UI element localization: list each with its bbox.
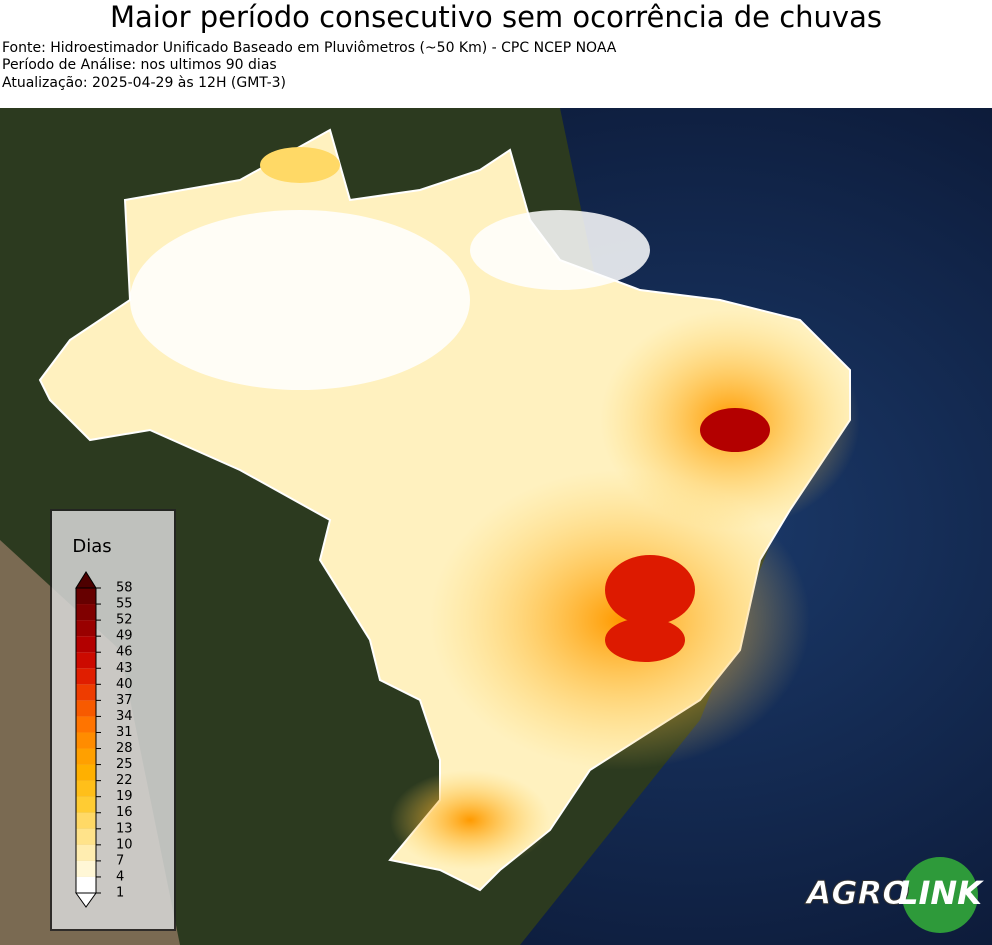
- colorbar-tick-label: 52: [116, 613, 133, 628]
- colorbar-segment: [76, 876, 96, 893]
- colorbar-tick-label: 34: [116, 709, 133, 724]
- colorbar-tick-label: 7: [116, 853, 124, 868]
- colorbar-tick-label: 28: [116, 741, 133, 756]
- colorbar-segment: [76, 748, 96, 765]
- colorbar-tick-label: 55: [116, 597, 133, 612]
- legend-title: Dias: [72, 536, 111, 557]
- colorbar-tick-label: 31: [116, 725, 133, 740]
- dry-area: [260, 147, 340, 183]
- colorbar-segment: [76, 636, 96, 653]
- colorbar-tick-label: 43: [116, 661, 133, 676]
- colorbar-tick-label: 49: [116, 629, 133, 644]
- colorbar-segment: [76, 812, 96, 829]
- colorbar-segment: [76, 860, 96, 877]
- colorbar-segment: [76, 700, 96, 717]
- logo-text: AGRO: [804, 874, 910, 912]
- colorbar-segment: [76, 668, 96, 685]
- header: Maior período consecutivo sem ocorrência…: [0, 0, 992, 106]
- colorbar-segment: [76, 764, 96, 781]
- very-dry-area: [605, 555, 695, 625]
- colorbar-segment: [76, 620, 96, 637]
- colorbar-segment: [76, 684, 96, 701]
- dry-free-area: [130, 210, 470, 390]
- colorbar-tick-label: 10: [116, 837, 133, 852]
- colorbar-tick-label: 25: [116, 757, 133, 772]
- legend-box: [50, 509, 176, 931]
- colorbar-tick-label: 40: [116, 677, 133, 692]
- colorbar-tick-label: 4: [116, 869, 124, 884]
- colorbar-tick-label: 19: [116, 789, 133, 804]
- colorbar-tick-label: 1: [116, 886, 124, 901]
- colorbar-segment: [76, 796, 96, 813]
- colorbar-tick-label: 13: [116, 821, 133, 836]
- colorbar-segment: [76, 604, 96, 621]
- logo-text: LINK: [898, 874, 984, 912]
- colorbar-segment: [76, 652, 96, 669]
- colorbar-segment: [76, 780, 96, 797]
- source-line: Fonte: Hidroestimador Unificado Baseado …: [2, 40, 617, 56]
- colorbar-tick-label: 22: [116, 773, 133, 788]
- colorbar-tick-label: 37: [116, 693, 133, 708]
- colorbar-segment: [76, 828, 96, 845]
- very-dry-area: [605, 618, 685, 662]
- period-line: Período de Análise: nos ultimos 90 dias: [2, 57, 277, 73]
- colorbar-tick-label: 46: [116, 645, 133, 660]
- update-line: Atualização: 2025-04-29 às 12H (GMT-3): [2, 75, 286, 91]
- colorbar-segment: [76, 716, 96, 733]
- very-dry-area: [700, 408, 770, 452]
- title: Maior período consecutivo sem ocorrência…: [110, 0, 882, 34]
- colorbar-segment: [76, 588, 96, 605]
- dry-free-area: [470, 210, 650, 290]
- dry-area: [390, 770, 550, 870]
- colorbar-segment: [76, 732, 96, 749]
- colorbar-frame: [75, 587, 97, 894]
- colorbar-tick-label: 58: [116, 581, 133, 596]
- dry-area: [430, 470, 810, 770]
- logo-circle: [902, 857, 978, 933]
- colorbar-tick-label: 16: [116, 805, 133, 820]
- colorbar-segment: [76, 844, 96, 861]
